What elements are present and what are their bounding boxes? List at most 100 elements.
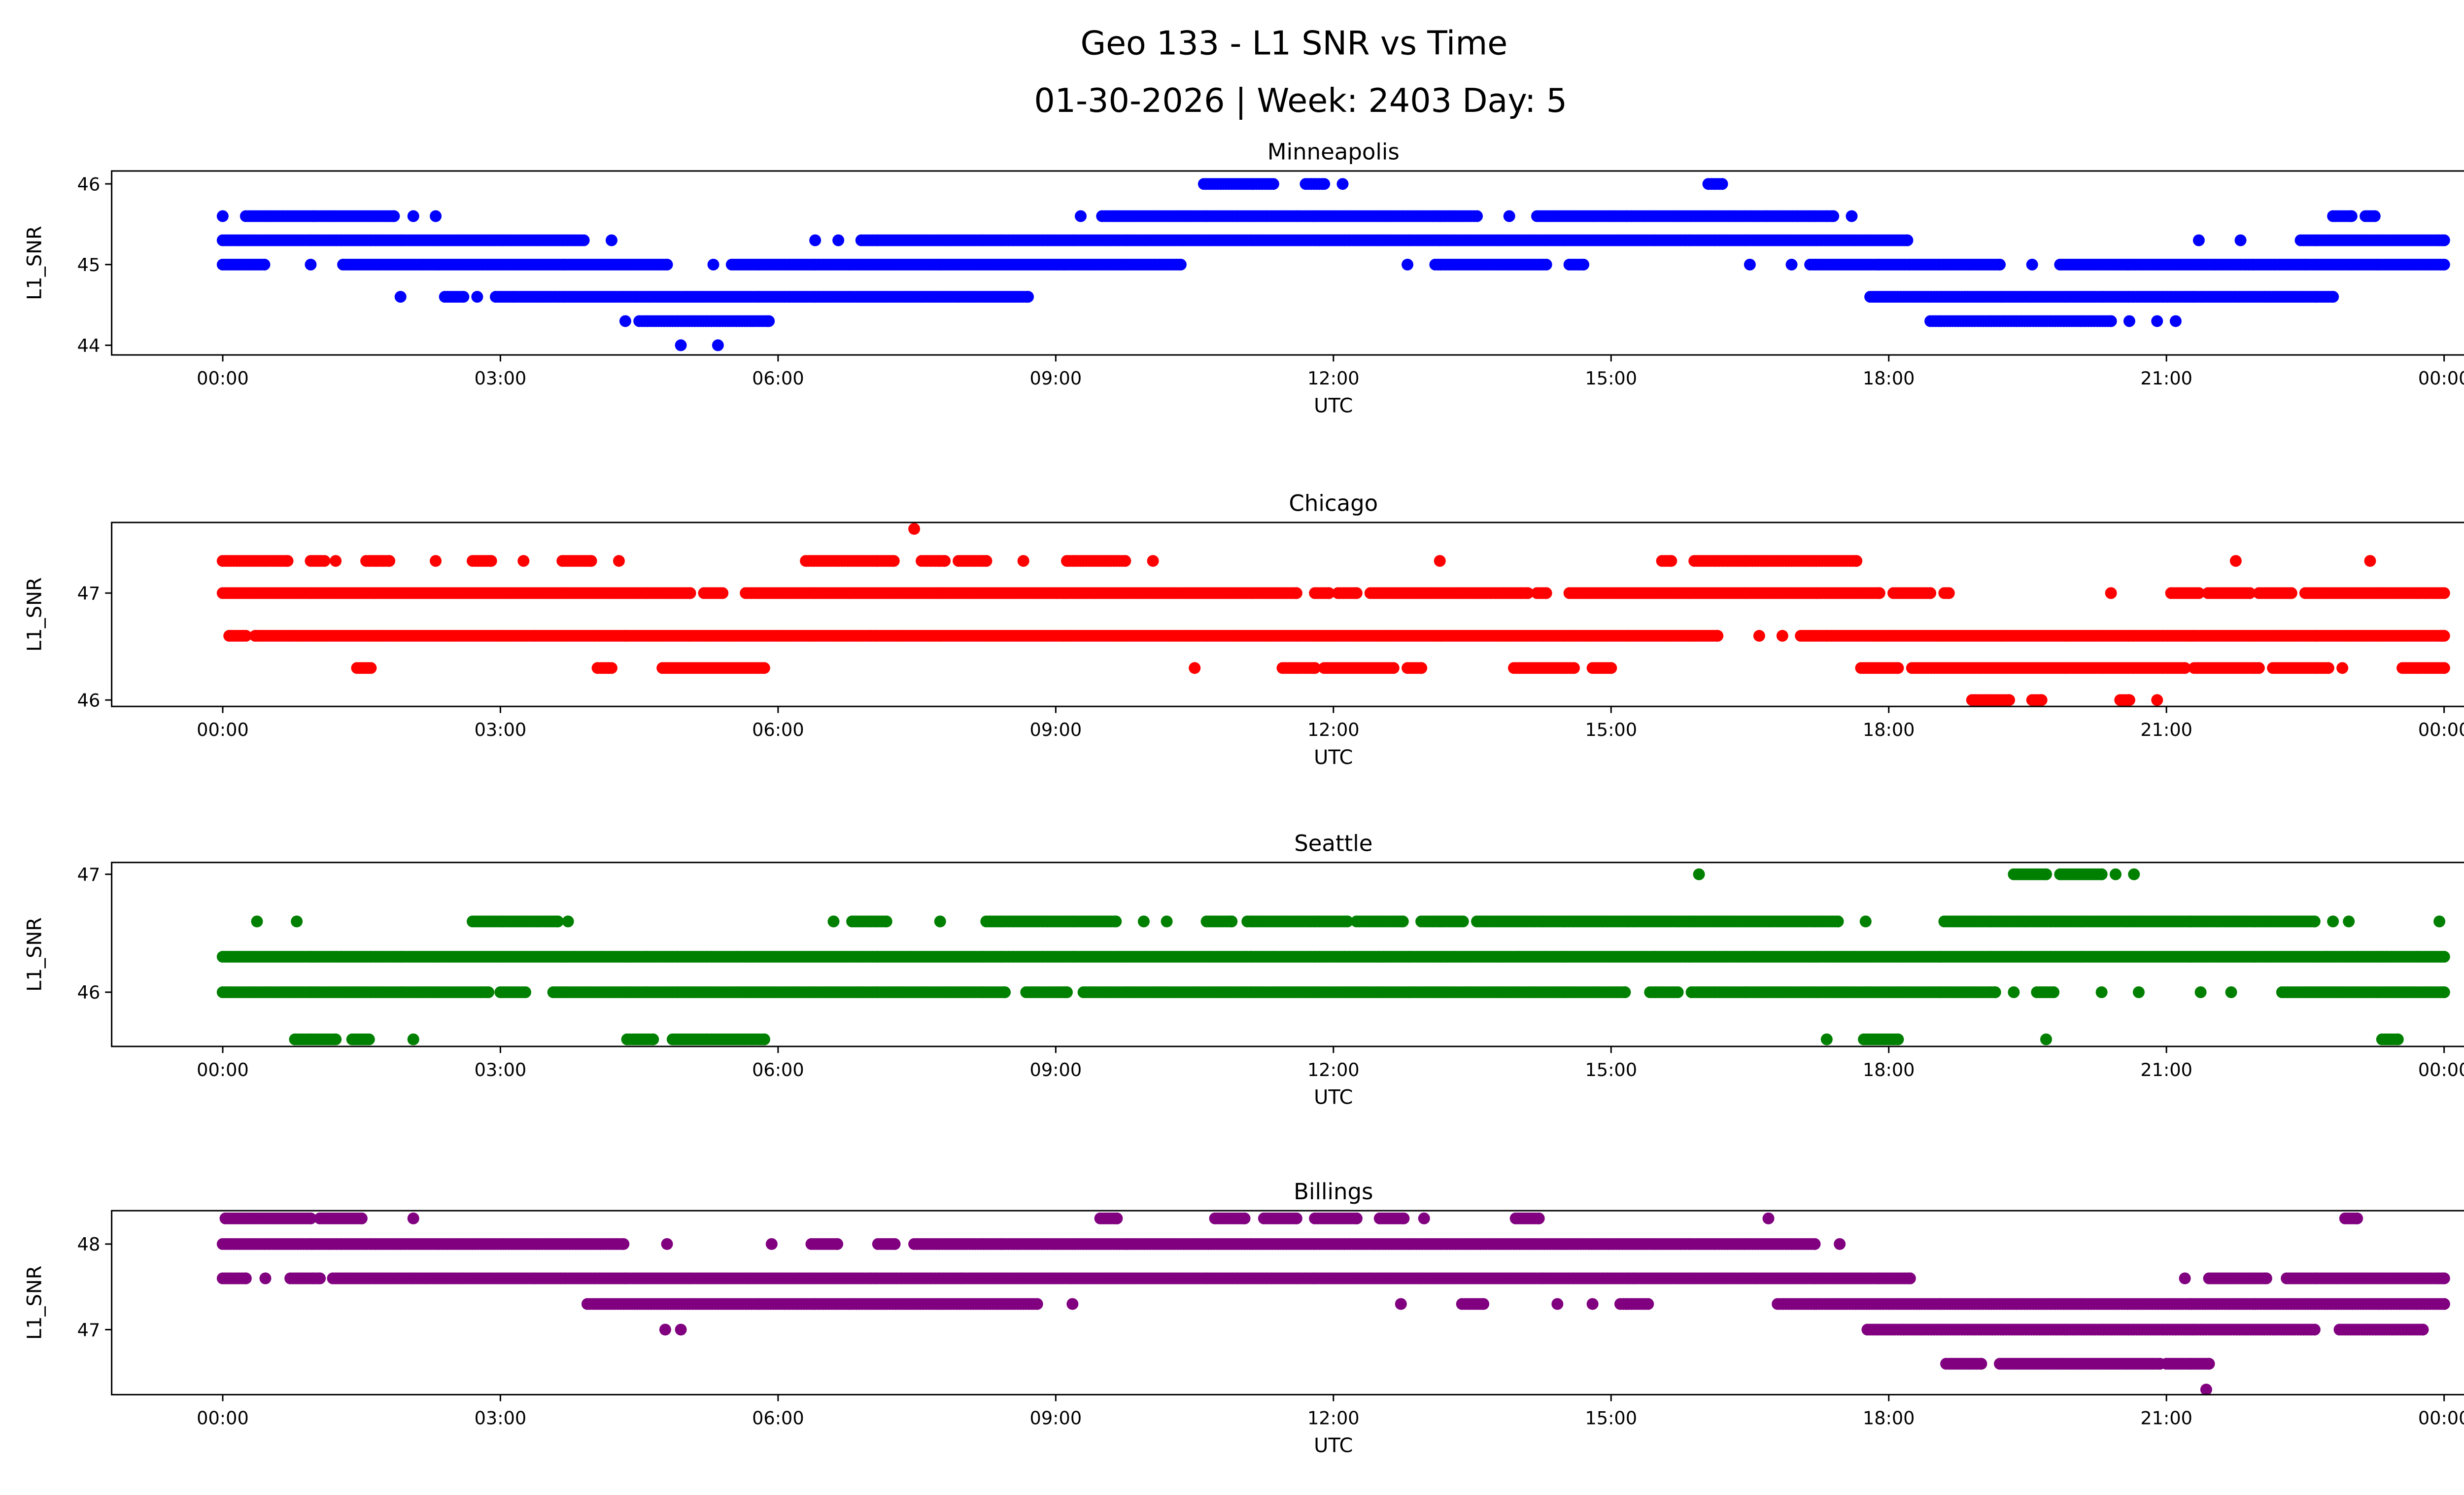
x-tick-label: 00:00 bbox=[197, 719, 249, 740]
data-point bbox=[1174, 258, 1187, 271]
data-point bbox=[1402, 258, 1414, 271]
data-point bbox=[2336, 662, 2349, 674]
data-point bbox=[2192, 234, 2205, 246]
data-point bbox=[1290, 587, 1302, 599]
data-point bbox=[1110, 915, 1122, 928]
y-tick-label: 44 bbox=[77, 335, 101, 356]
data-point bbox=[291, 915, 303, 928]
data-point bbox=[1415, 662, 1428, 674]
data-point bbox=[675, 339, 687, 351]
data-point bbox=[394, 291, 407, 303]
subplot-title: Chicago bbox=[1289, 490, 1378, 517]
data-point bbox=[1873, 587, 1885, 599]
data-point bbox=[517, 555, 530, 567]
data-point bbox=[2327, 915, 2339, 928]
data-point bbox=[2438, 587, 2450, 599]
data-point bbox=[661, 258, 673, 271]
data-point bbox=[383, 555, 396, 567]
data-point bbox=[1350, 587, 1363, 599]
data-point bbox=[758, 662, 770, 674]
data-point bbox=[2151, 694, 2163, 706]
data-point bbox=[2123, 694, 2135, 706]
data-point bbox=[430, 210, 442, 222]
data-point bbox=[2026, 258, 2038, 271]
data-point bbox=[1744, 258, 1756, 271]
data-point bbox=[2095, 868, 2108, 880]
data-point bbox=[2345, 210, 2358, 222]
data-point bbox=[1503, 210, 1515, 222]
data-point bbox=[2040, 868, 2053, 880]
data-point bbox=[216, 210, 229, 222]
data-point bbox=[240, 629, 252, 642]
x-tick-label: 15:00 bbox=[1585, 719, 1637, 740]
data-point bbox=[1189, 662, 1201, 674]
data-point bbox=[2327, 291, 2339, 303]
data-point bbox=[2244, 587, 2256, 599]
data-point bbox=[934, 915, 946, 928]
data-point bbox=[365, 662, 377, 674]
data-point bbox=[763, 315, 775, 327]
data-point bbox=[1832, 915, 1844, 928]
data-point bbox=[2234, 234, 2247, 246]
data-point bbox=[707, 258, 719, 271]
y-tick-label: 46 bbox=[77, 174, 101, 195]
data-point bbox=[2123, 315, 2135, 327]
data-point bbox=[1267, 178, 1279, 190]
data-point bbox=[684, 587, 696, 599]
data-point bbox=[1859, 915, 1872, 928]
data-point bbox=[832, 234, 845, 246]
x-tick-label: 03:00 bbox=[475, 719, 527, 740]
x-tick-label: 00:00 bbox=[2418, 719, 2464, 740]
data-point bbox=[1693, 868, 1705, 880]
data-point bbox=[1540, 258, 1552, 271]
data-point bbox=[1892, 662, 1904, 674]
data-point bbox=[1226, 915, 1238, 928]
x-axis-label: UTC bbox=[1314, 395, 1353, 417]
data-point bbox=[1753, 629, 1765, 642]
data-point bbox=[1119, 555, 1131, 567]
data-point bbox=[980, 555, 992, 567]
x-tick-label: 18:00 bbox=[1863, 368, 1915, 389]
data-point bbox=[2438, 258, 2450, 271]
data-point bbox=[809, 234, 821, 246]
y-tick-label: 45 bbox=[77, 254, 101, 276]
x-axis-label: UTC bbox=[1314, 746, 1353, 769]
data-point bbox=[258, 258, 271, 271]
data-point bbox=[318, 555, 331, 567]
data-point bbox=[485, 555, 497, 567]
data-point bbox=[471, 291, 483, 303]
data-point bbox=[2035, 694, 2048, 706]
data-point bbox=[281, 555, 294, 567]
data-point bbox=[2368, 210, 2381, 222]
data-point bbox=[457, 291, 470, 303]
data-point bbox=[407, 210, 419, 222]
data-point bbox=[1336, 178, 1349, 190]
data-point bbox=[2364, 555, 2376, 567]
data-point bbox=[551, 915, 564, 928]
data-point bbox=[1137, 915, 1150, 928]
data-point bbox=[1776, 629, 1788, 642]
data-points bbox=[216, 178, 2450, 351]
data-point bbox=[2109, 868, 2122, 880]
y-tick-label: 46 bbox=[77, 690, 101, 711]
y-axis-label: L1_SNR bbox=[23, 226, 46, 300]
data-point bbox=[1323, 587, 1335, 599]
data-point bbox=[1943, 587, 1955, 599]
data-point bbox=[1540, 587, 1552, 599]
data-point bbox=[562, 915, 574, 928]
data-point bbox=[1785, 258, 1798, 271]
data-point bbox=[1994, 258, 2006, 271]
data-point bbox=[1924, 587, 1937, 599]
data-point bbox=[330, 555, 342, 567]
data-point bbox=[1318, 178, 1331, 190]
data-point bbox=[1716, 178, 1728, 190]
data-point bbox=[1387, 662, 1400, 674]
data-point bbox=[1711, 629, 1724, 642]
data-point bbox=[1074, 210, 1087, 222]
data-point bbox=[1161, 915, 1173, 928]
data-point bbox=[2253, 662, 2265, 674]
x-tick-label: 06:00 bbox=[752, 368, 804, 389]
y-tick-label: 47 bbox=[77, 583, 101, 604]
data-point bbox=[613, 555, 625, 567]
